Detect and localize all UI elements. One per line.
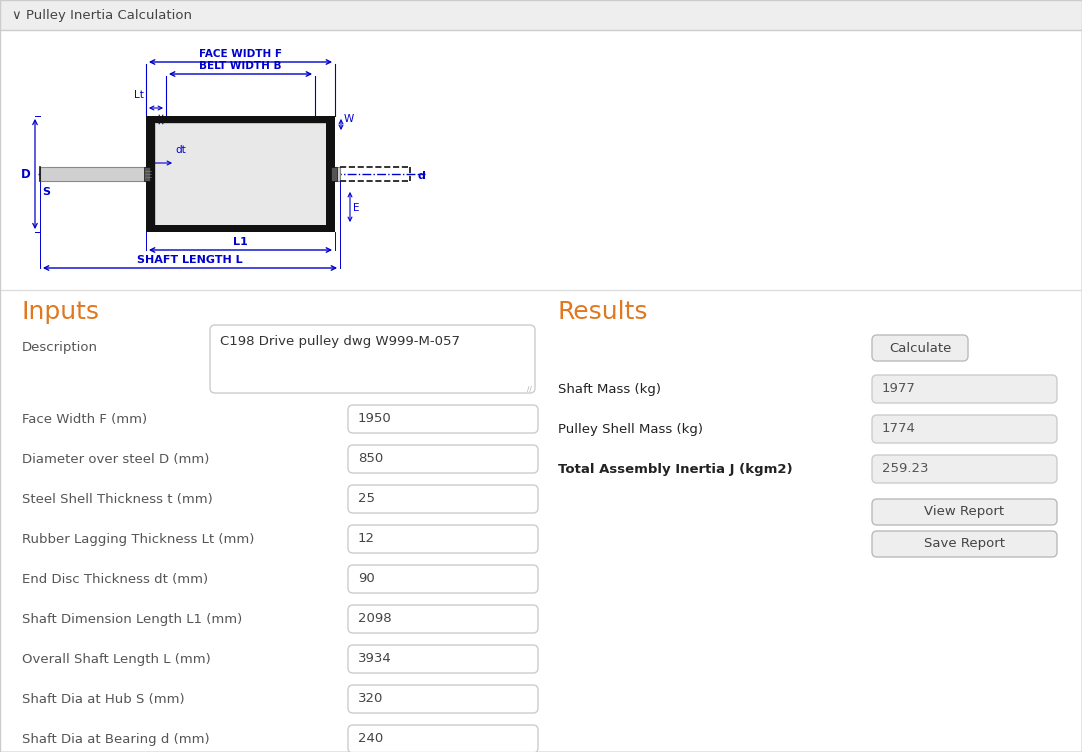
Text: Description: Description xyxy=(22,341,98,354)
Text: Diameter over steel D (mm): Diameter over steel D (mm) xyxy=(22,453,210,465)
Text: 2098: 2098 xyxy=(358,612,392,626)
Text: C198 Drive pulley dwg W999-M-057: C198 Drive pulley dwg W999-M-057 xyxy=(220,335,460,348)
FancyBboxPatch shape xyxy=(872,415,1057,443)
Text: SHAFT LENGTH L: SHAFT LENGTH L xyxy=(137,255,242,265)
Text: Lt: Lt xyxy=(134,90,144,100)
FancyBboxPatch shape xyxy=(872,335,968,361)
Bar xyxy=(146,116,335,123)
Text: Rubber Lagging Thickness Lt (mm): Rubber Lagging Thickness Lt (mm) xyxy=(22,532,254,545)
Text: Save Report: Save Report xyxy=(924,538,1005,550)
Bar xyxy=(40,167,146,181)
Text: dt: dt xyxy=(175,145,186,155)
FancyBboxPatch shape xyxy=(872,531,1057,557)
Text: 240: 240 xyxy=(358,732,383,745)
FancyBboxPatch shape xyxy=(348,725,538,752)
Text: Pulley Shell Mass (kg): Pulley Shell Mass (kg) xyxy=(558,423,703,435)
Text: Steel Shell Thickness t (mm): Steel Shell Thickness t (mm) xyxy=(22,493,213,505)
Bar xyxy=(326,116,335,232)
FancyBboxPatch shape xyxy=(348,565,538,593)
Text: L1: L1 xyxy=(233,237,248,247)
Text: 1950: 1950 xyxy=(358,413,392,426)
Text: Shaft Dimension Length L1 (mm): Shaft Dimension Length L1 (mm) xyxy=(22,612,242,626)
Bar xyxy=(335,167,340,181)
Text: 3934: 3934 xyxy=(358,653,392,666)
Bar xyxy=(144,167,150,181)
Bar xyxy=(155,123,326,225)
Text: Face Width F (mm): Face Width F (mm) xyxy=(22,413,147,426)
Text: D: D xyxy=(22,168,31,180)
FancyBboxPatch shape xyxy=(348,405,538,433)
Text: Total Assembly Inertia J (kgm2): Total Assembly Inertia J (kgm2) xyxy=(558,462,793,475)
Text: FACE WIDTH F: FACE WIDTH F xyxy=(199,49,282,59)
Text: Shaft Mass (kg): Shaft Mass (kg) xyxy=(558,383,661,396)
Text: Shaft Dia at Hub S (mm): Shaft Dia at Hub S (mm) xyxy=(22,693,185,705)
Text: t: t xyxy=(148,128,153,138)
Text: View Report: View Report xyxy=(924,505,1004,518)
Text: //: // xyxy=(527,386,532,392)
FancyBboxPatch shape xyxy=(348,685,538,713)
FancyBboxPatch shape xyxy=(348,485,538,513)
FancyBboxPatch shape xyxy=(348,525,538,553)
FancyBboxPatch shape xyxy=(872,499,1057,525)
Text: S: S xyxy=(42,187,50,197)
Text: End Disc Thickness dt (mm): End Disc Thickness dt (mm) xyxy=(22,572,208,586)
Text: 320: 320 xyxy=(358,693,383,705)
Bar xyxy=(331,167,337,181)
Text: 12: 12 xyxy=(358,532,375,545)
Text: 1977: 1977 xyxy=(882,383,915,396)
FancyBboxPatch shape xyxy=(348,645,538,673)
FancyBboxPatch shape xyxy=(210,325,535,393)
Text: Results: Results xyxy=(558,300,648,324)
Text: 259.23: 259.23 xyxy=(882,462,928,475)
Text: Calculate: Calculate xyxy=(888,341,951,354)
Text: 850: 850 xyxy=(358,453,383,465)
FancyBboxPatch shape xyxy=(872,375,1057,403)
Text: 25: 25 xyxy=(358,493,375,505)
Text: 90: 90 xyxy=(358,572,374,586)
FancyBboxPatch shape xyxy=(348,445,538,473)
Text: Overall Shaft Length L (mm): Overall Shaft Length L (mm) xyxy=(22,653,211,666)
FancyBboxPatch shape xyxy=(872,455,1057,483)
Bar xyxy=(146,225,335,232)
Text: E: E xyxy=(353,203,359,213)
Text: Inputs: Inputs xyxy=(22,300,100,324)
Bar xyxy=(0,0,1082,30)
Bar xyxy=(146,116,155,232)
Text: ∨ Pulley Inertia Calculation: ∨ Pulley Inertia Calculation xyxy=(12,8,192,22)
FancyBboxPatch shape xyxy=(348,605,538,633)
Text: W: W xyxy=(344,114,354,125)
Text: BELT WIDTH B: BELT WIDTH B xyxy=(199,61,281,71)
Text: Shaft Dia at Bearing d (mm): Shaft Dia at Bearing d (mm) xyxy=(22,732,210,745)
Text: 1774: 1774 xyxy=(882,423,915,435)
Text: d: d xyxy=(418,171,426,181)
